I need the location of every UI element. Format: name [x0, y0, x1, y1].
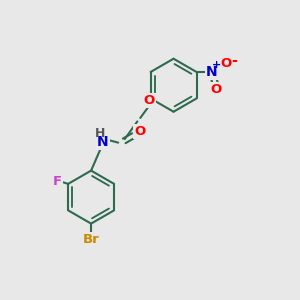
Text: O: O — [143, 94, 155, 107]
Text: -: - — [231, 53, 237, 68]
Text: Br: Br — [83, 233, 100, 246]
Text: O: O — [134, 125, 146, 138]
Text: F: F — [52, 175, 62, 188]
Text: N: N — [97, 135, 109, 149]
Text: O: O — [220, 57, 232, 70]
Text: O: O — [211, 83, 222, 96]
Text: N: N — [206, 65, 218, 79]
Text: +: + — [212, 61, 221, 70]
Text: H: H — [95, 127, 106, 140]
